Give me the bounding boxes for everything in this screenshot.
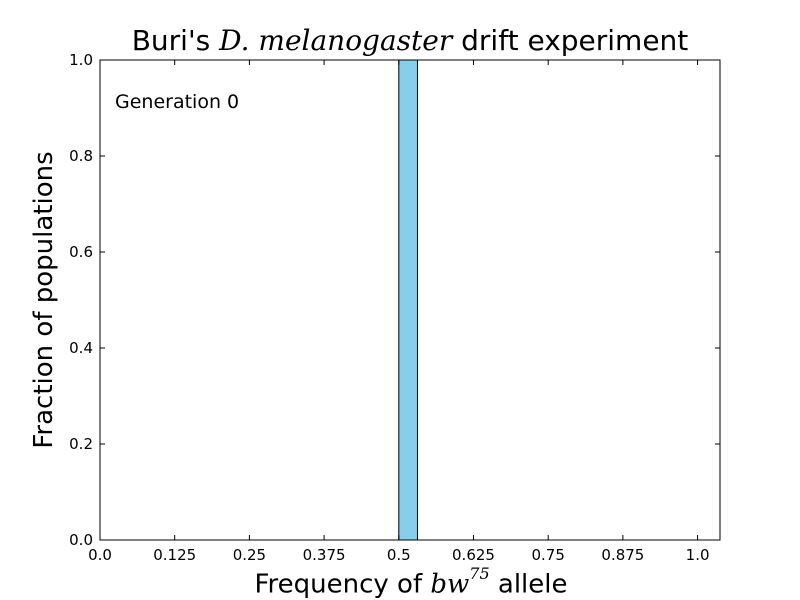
y-tick-label: 0.6 bbox=[69, 243, 93, 261]
x-axis-label: Frequency of bw75 allele bbox=[0, 564, 800, 600]
chart-title-species: D. melanogaster bbox=[219, 24, 453, 57]
x-tick-label: 0.125 bbox=[153, 546, 196, 564]
x-tick-label: 1.0 bbox=[686, 546, 710, 564]
x-tick-label: 0.25 bbox=[233, 546, 266, 564]
x-axis-label-suffix: allele bbox=[489, 569, 568, 600]
generation-annotation: Generation 0 bbox=[115, 91, 239, 113]
y-tick-label: 0.2 bbox=[69, 435, 93, 453]
y-tick-label: 1.0 bbox=[69, 51, 93, 69]
x-axis-label-prefix: Frequency of bbox=[254, 569, 431, 600]
chart-title-prefix: Buri's bbox=[131, 24, 220, 57]
chart-title: Buri's D. melanogaster drift experiment bbox=[0, 24, 800, 57]
y-axis-label: Fraction of populations bbox=[29, 151, 59, 449]
y-tick-label: 0.0 bbox=[69, 531, 93, 549]
x-tick-label: 0.5 bbox=[387, 546, 411, 564]
x-tick-label: 0.625 bbox=[452, 546, 495, 564]
plot-frame bbox=[99, 59, 721, 541]
x-tick-label: 0.0 bbox=[88, 546, 112, 564]
x-tick-label: 0.875 bbox=[601, 546, 644, 564]
chart-title-suffix: drift experiment bbox=[452, 24, 689, 57]
x-axis-label-allele: bw bbox=[430, 569, 470, 600]
x-axis-label-allele-sup: 75 bbox=[469, 564, 490, 583]
y-tick-label: 0.8 bbox=[69, 147, 93, 165]
x-tick-label: 0.375 bbox=[303, 546, 346, 564]
y-tick-label: 0.4 bbox=[69, 339, 93, 357]
histogram-bar-0 bbox=[398, 59, 418, 541]
x-tick-label: 0.75 bbox=[531, 546, 564, 564]
